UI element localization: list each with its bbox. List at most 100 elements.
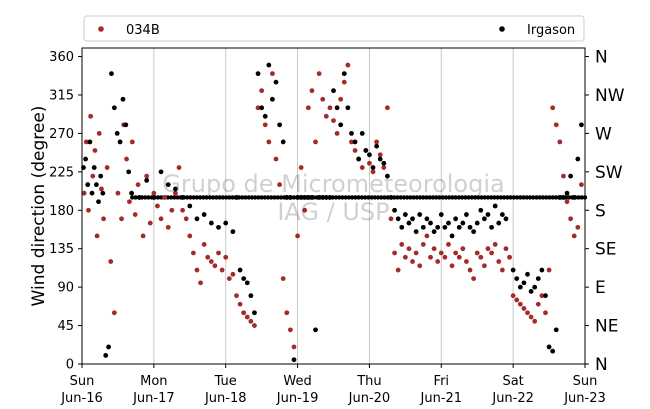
034b-point <box>305 105 311 111</box>
irgason-point <box>428 220 433 226</box>
irgason-point <box>431 229 437 235</box>
irgason-point <box>280 139 286 145</box>
034b-point <box>140 233 146 239</box>
irgason-point <box>331 88 336 94</box>
irgason-point <box>272 195 277 200</box>
irgason-point <box>277 122 283 128</box>
compass-label: NW <box>595 86 625 106</box>
034b-point <box>94 233 100 239</box>
034b-point <box>395 267 401 273</box>
irgason-point <box>341 71 347 77</box>
irgason-point <box>372 195 378 200</box>
irgason-point <box>359 195 365 200</box>
034b-point <box>517 301 523 307</box>
irgason-point <box>83 156 88 162</box>
irgason-point <box>256 195 261 200</box>
034b-point <box>374 139 380 145</box>
034b-point <box>295 233 300 239</box>
y-axis: 0 45 90 135 180 225 270 315 360 <box>49 50 82 373</box>
034b-point <box>532 318 538 324</box>
034b-point <box>349 139 354 145</box>
irgason-point <box>305 195 311 200</box>
034b-point <box>428 254 433 260</box>
irgason-point <box>316 195 322 200</box>
irgason-point <box>459 195 465 200</box>
034b-point <box>313 139 318 145</box>
irgason-point <box>381 160 387 166</box>
irgason-point <box>370 165 376 170</box>
034b-point <box>568 216 574 222</box>
irgason-point <box>568 173 574 179</box>
irgason-point <box>133 195 138 200</box>
irgason-point <box>456 224 462 230</box>
irgason-point <box>395 195 400 200</box>
034b-point <box>223 254 229 260</box>
034b-point <box>525 310 530 316</box>
irgason-point <box>510 267 516 273</box>
irgason-point <box>262 195 268 200</box>
irgason-point <box>471 229 477 235</box>
034b-point <box>198 280 203 286</box>
irgason-point <box>180 195 186 200</box>
034b-point <box>101 216 106 222</box>
034b-point <box>298 165 304 170</box>
x-axis: Sun Jun-16 Mon Jun-17 Tue Jun-18 Wed Jun-19 Thu J… <box>60 364 606 406</box>
irgason-point <box>291 195 297 200</box>
irgason-point <box>404 195 410 200</box>
034b-point <box>86 207 91 213</box>
irgason-point <box>485 195 491 200</box>
034b-point <box>273 156 279 162</box>
irgason-point <box>117 139 123 145</box>
irgason-point <box>323 195 329 200</box>
034b-point <box>388 216 394 222</box>
irgason-point <box>137 195 142 200</box>
irgason-point <box>309 195 315 200</box>
irgason-point <box>240 195 245 200</box>
irgason-point <box>175 195 180 200</box>
034b-point <box>132 212 138 217</box>
irgason-point <box>406 220 412 226</box>
irgason-point <box>214 195 219 200</box>
034b-point <box>546 267 552 273</box>
irgason-point <box>543 293 548 299</box>
irgason-point <box>505 195 510 200</box>
034b-point <box>173 190 178 196</box>
irgason-point <box>165 182 171 188</box>
irgason-point <box>159 195 164 200</box>
x-tick-label-date: Jun-22 <box>491 391 534 406</box>
034b-point <box>104 165 110 170</box>
034b-point <box>135 182 141 188</box>
034b-point <box>291 344 297 350</box>
compass-label: N <box>595 48 608 68</box>
034b-point <box>474 250 480 256</box>
x-tick-label-date: Jun-23 <box>563 391 606 406</box>
x-tick-label-date: Jun-17 <box>132 391 175 406</box>
irgason-point <box>96 199 101 205</box>
034b-point <box>571 233 577 239</box>
y-tick-label: 90 <box>57 281 74 296</box>
034b-point <box>406 246 412 252</box>
irgason-point <box>518 195 523 200</box>
irgason-point <box>575 156 581 162</box>
irgason-point <box>503 216 509 222</box>
034b-point <box>521 306 527 311</box>
irgason-point <box>492 195 497 200</box>
irgason-point <box>369 195 374 200</box>
irgason-point <box>187 203 193 209</box>
034b-point <box>92 148 98 153</box>
irgason-point <box>492 203 498 209</box>
034b-point <box>384 105 390 111</box>
034b-point <box>241 310 247 316</box>
034b-point <box>528 314 534 320</box>
irgason-point <box>93 182 99 188</box>
034b-point <box>158 216 164 222</box>
034b-point <box>144 173 150 179</box>
irgason-point <box>539 267 545 273</box>
irgason-point <box>453 195 458 200</box>
034b-point <box>331 118 336 123</box>
irgason-point <box>413 229 419 235</box>
irgason-point <box>241 276 247 281</box>
irgason-point <box>402 212 408 217</box>
034b-point <box>377 152 383 158</box>
